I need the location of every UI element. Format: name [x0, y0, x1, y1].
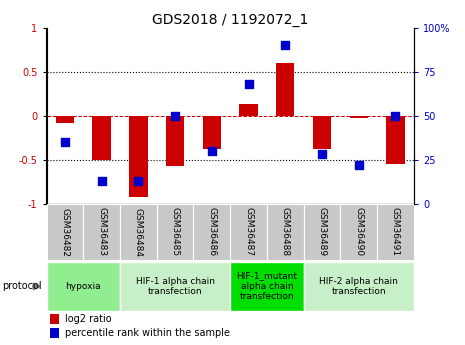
Bar	[120, 262, 230, 310]
Bar	[386, 116, 405, 164]
Text: HIF-2 alpha chain
transfection: HIF-2 alpha chain transfection	[319, 277, 398, 296]
Bar	[230, 204, 267, 260]
Bar	[239, 104, 258, 116]
Text: log2 ratio: log2 ratio	[65, 314, 112, 324]
Point	[61, 139, 68, 145]
Bar	[313, 116, 331, 149]
Bar	[46, 262, 120, 310]
Text: HIF-1 alpha chain
transfection: HIF-1 alpha chain transfection	[136, 277, 214, 296]
Point	[245, 81, 252, 87]
Bar	[267, 204, 304, 260]
Bar	[50, 328, 60, 338]
Point	[134, 178, 142, 184]
Point	[98, 178, 105, 184]
Title: GDS2018 / 1192072_1: GDS2018 / 1192072_1	[152, 12, 308, 27]
Bar	[56, 116, 74, 122]
Text: GSM36486: GSM36486	[207, 207, 216, 257]
Text: hypoxia: hypoxia	[66, 282, 101, 291]
Bar	[377, 204, 414, 260]
Bar	[157, 204, 193, 260]
Point	[171, 113, 179, 118]
Text: GSM36488: GSM36488	[281, 207, 290, 257]
Point	[392, 113, 399, 118]
Bar	[46, 204, 83, 260]
Text: percentile rank within the sample: percentile rank within the sample	[65, 328, 230, 338]
Bar	[50, 314, 60, 324]
Text: GSM36491: GSM36491	[391, 207, 400, 257]
Bar	[304, 262, 414, 310]
Bar	[230, 262, 304, 310]
Bar	[340, 204, 377, 260]
Bar	[83, 204, 120, 260]
Text: GSM36490: GSM36490	[354, 207, 363, 257]
Bar	[304, 204, 340, 260]
Point	[281, 42, 289, 48]
Point	[318, 151, 325, 157]
Text: GSM36483: GSM36483	[97, 207, 106, 257]
Text: GSM36487: GSM36487	[244, 207, 253, 257]
Text: GSM36482: GSM36482	[60, 207, 69, 257]
Point	[355, 162, 363, 168]
Bar	[93, 116, 111, 159]
Text: GSM36489: GSM36489	[318, 207, 326, 257]
Bar	[203, 116, 221, 149]
Bar	[129, 116, 147, 197]
Bar	[120, 204, 157, 260]
Bar	[193, 204, 230, 260]
Text: GSM36484: GSM36484	[134, 207, 143, 257]
Bar	[350, 116, 368, 118]
Bar	[166, 116, 184, 166]
Text: GSM36485: GSM36485	[171, 207, 179, 257]
Text: HIF-1_mutant
alpha chain
transfection: HIF-1_mutant alpha chain transfection	[236, 272, 298, 301]
Bar	[276, 63, 294, 116]
Point	[208, 148, 215, 154]
Text: protocol: protocol	[2, 282, 42, 291]
